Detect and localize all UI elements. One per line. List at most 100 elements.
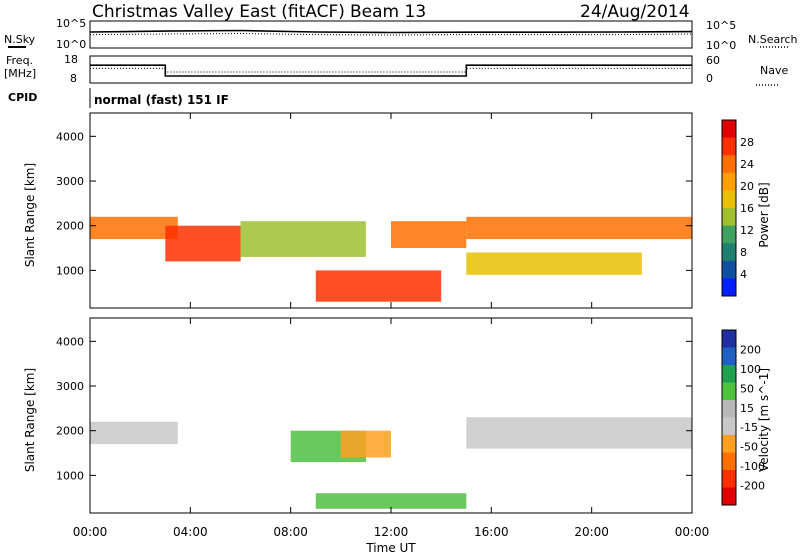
colorbar-swatch xyxy=(722,417,736,436)
heatmap-cell xyxy=(315,493,467,509)
colorbar-tick-label: 8 xyxy=(740,246,747,259)
range-tick-label: 3000 xyxy=(56,175,84,188)
freq-frame xyxy=(89,55,693,84)
velocity-frame xyxy=(89,317,693,514)
colorbar-swatch xyxy=(722,172,736,191)
time-axis: 00:00 04:00 08:00 12:00 16:00 20:00 00:00 xyxy=(73,113,710,539)
beam-label: Beam 13 xyxy=(350,2,426,22)
colorbar-tick-label: 15 xyxy=(740,402,754,415)
colorbar-swatch xyxy=(722,382,736,401)
power-ylabel: Slant Range [km] xyxy=(23,163,37,267)
colorbar-swatch xyxy=(722,208,736,227)
colorbar-swatch xyxy=(722,347,736,366)
freq-tick-top: 18 xyxy=(64,53,78,66)
colorbar-swatch xyxy=(722,190,736,209)
colorbar-swatch xyxy=(722,452,736,471)
time-tick-label: 20:00 xyxy=(574,525,609,539)
power-heatmap xyxy=(90,216,693,302)
heatmap-cell xyxy=(90,216,178,240)
nsky-label: N.Sky xyxy=(4,33,36,46)
colorbar-tick-label: -15 xyxy=(740,421,758,434)
noise-frame xyxy=(89,20,693,49)
heatmap-cell xyxy=(315,270,442,302)
nsearch-line xyxy=(89,32,693,36)
velocity-yaxis: 4000 3000 2000 1000 xyxy=(56,335,692,482)
velocity-heatmap xyxy=(90,417,693,509)
time-tick-label: 00:00 xyxy=(73,525,108,539)
range-tick-label: 2000 xyxy=(56,425,84,438)
time-tick-label: 16:00 xyxy=(474,525,509,539)
time-axis-label: Time UT xyxy=(365,541,416,554)
time-tick-label: 04:00 xyxy=(173,525,208,539)
colorbar-swatch xyxy=(722,243,736,262)
colorbar-frame xyxy=(721,119,737,297)
heatmap-cell xyxy=(240,221,366,257)
nsky-line xyxy=(89,29,693,34)
colorbar-tick-label: 4 xyxy=(740,268,747,281)
freq-panel: Freq. [MHz] 18 8 60 0 Nave xyxy=(4,53,788,86)
range-tick-label: 3000 xyxy=(56,380,84,393)
colorbar-tick-label: -50 xyxy=(740,441,758,454)
range-tick-label: 4000 xyxy=(56,130,84,143)
colorbar-tick-label: 12 xyxy=(740,224,754,237)
nsearch-tick-top: 10^5 xyxy=(706,19,736,32)
velocity-panel: 4000 3000 2000 1000 Slant Range [km] 200 100… xyxy=(23,317,771,514)
colorbar-tick-label: 50 xyxy=(740,382,754,395)
heatmap-cell xyxy=(90,421,178,445)
cpid-program: normal (fast) 151 IF xyxy=(94,93,229,107)
colorbar-tick-label: 100 xyxy=(740,363,761,376)
nsky-tick-bottom: 10^0 xyxy=(56,38,86,51)
freq-unit: [MHz] xyxy=(4,67,36,80)
colorbar-tick-label: 24 xyxy=(740,158,754,171)
colorbar-tick-label: 200 xyxy=(740,343,761,356)
heatmap-cell xyxy=(466,252,642,275)
heatmap-cell xyxy=(391,221,467,248)
freq-line xyxy=(90,64,692,77)
colorbar-swatch xyxy=(722,137,736,156)
colorbar-tick-label: 28 xyxy=(740,136,754,149)
colorbar-swatch xyxy=(722,330,736,348)
station-title: Christmas Valley East (fitACF) xyxy=(92,2,345,22)
velocity-colorbar-label: Velocity [m s^-1] xyxy=(757,368,771,472)
heatmap-cell xyxy=(340,430,391,458)
nave-tick-bottom: 0 xyxy=(706,72,713,85)
colorbar-swatch xyxy=(722,365,736,383)
colorbar-swatch xyxy=(722,470,736,488)
colorbar-frame xyxy=(721,329,737,506)
range-tick-label: 2000 xyxy=(56,220,84,233)
colorbar-tick-label: 20 xyxy=(740,180,754,193)
colorbar-tick-label: -200 xyxy=(740,480,765,493)
nave-line xyxy=(90,67,692,73)
power-colorbar: 28 24 20 16 12 8 4 xyxy=(721,119,754,297)
noise-panel: N.Sky 10^5 10^0 10^5 10^0 N.Search xyxy=(4,17,798,52)
freq-tick-bottom: 8 xyxy=(70,72,77,85)
date-label: 24/Aug/2014 xyxy=(580,2,690,22)
nave-tick-top: 60 xyxy=(706,54,720,67)
colorbar-swatch xyxy=(722,278,736,297)
colorbar-tick-label: 16 xyxy=(740,202,754,215)
colorbar-swatch xyxy=(722,435,736,453)
heatmap-cell xyxy=(466,417,693,449)
colorbar-swatch xyxy=(722,260,736,279)
velocity-ylabel: Slant Range [km] xyxy=(23,368,37,472)
range-tick-label: 1000 xyxy=(56,469,84,482)
time-tick-label: 00:00 xyxy=(675,525,710,539)
nsky-tick-top: 10^5 xyxy=(56,17,86,30)
nave-label: Nave xyxy=(760,64,788,77)
colorbar-swatch xyxy=(722,487,736,506)
freq-label: Freq. xyxy=(6,54,33,67)
heatmap-cell xyxy=(466,216,693,240)
range-tick-label: 4000 xyxy=(56,335,84,348)
range-tick-label: 1000 xyxy=(56,264,84,277)
power-yaxis: 4000 3000 2000 1000 xyxy=(56,130,692,277)
colorbar-tick-label: -100 xyxy=(740,460,765,473)
heatmap-cell xyxy=(165,225,241,262)
velocity-colorbar: 200 100 50 15 -15 -50 -100 -200 xyxy=(721,329,765,506)
colorbar-swatch xyxy=(722,155,736,174)
cpid-label: CPID xyxy=(8,91,37,104)
power-colorbar-label: Power [dB] xyxy=(757,182,771,247)
power-panel: 4000 3000 2000 1000 Slant Range [km] 28 24 20… xyxy=(23,112,771,309)
nsearch-tick-bottom: 10^0 xyxy=(706,39,736,52)
time-tick-label: 12:00 xyxy=(374,525,409,539)
